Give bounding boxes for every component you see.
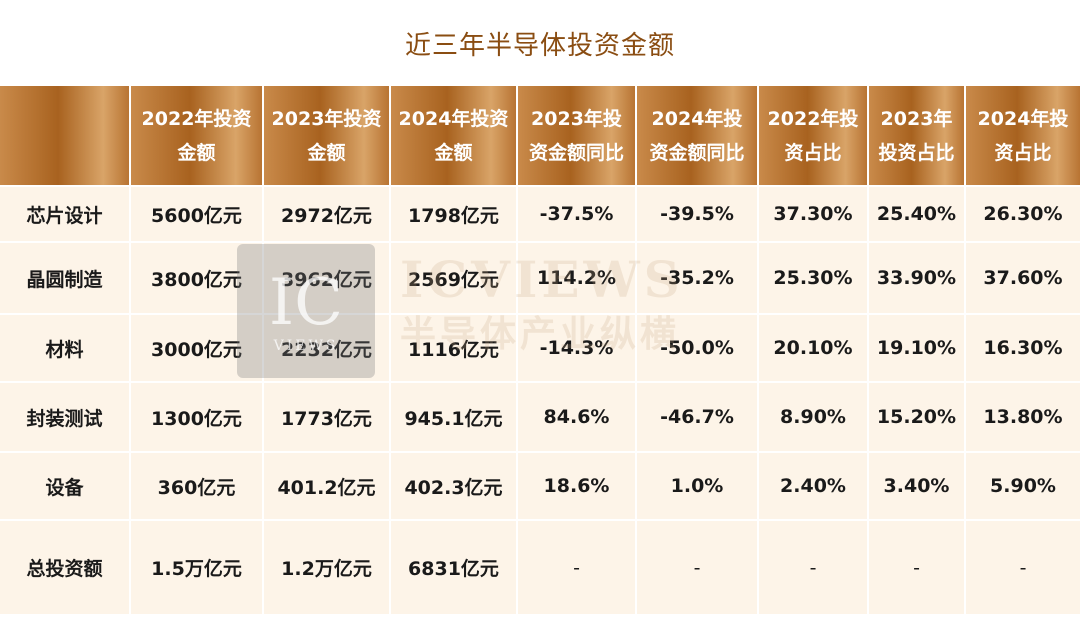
- header-line: 资占比: [784, 141, 842, 164]
- header-line: 资金额同比: [528, 141, 624, 164]
- cell-amount-2022: 1300亿元: [129, 381, 263, 452]
- cell-amount-2022: 3000亿元: [129, 313, 263, 382]
- header-2023-yoy: 2023年投 资金额同比: [516, 86, 636, 186]
- cell-share-2024: 26.30%: [964, 185, 1080, 242]
- header-2022-share: 2022年投 资占比: [757, 86, 868, 186]
- cell-amount-2023: 1.2万亿元: [262, 519, 390, 614]
- cell-share-2022: 37.30%: [757, 185, 868, 242]
- cell-share-2022: 25.30%: [757, 241, 868, 314]
- cell-yoy-2023: 114.2%: [516, 241, 636, 314]
- row-packaging-test: 封装测试 1300亿元 1773亿元 945.1亿元 84.6% -46.7% 8.90% 1…: [0, 381, 1080, 452]
- row-wafer-fab: 晶圆制造 3800亿元 3962亿元 2569亿元 114.2% -35.2% 25.30%…: [0, 241, 1080, 314]
- cell-amount-2023: 1773亿元: [262, 381, 390, 452]
- cell-yoy-2023: -37.5%: [516, 185, 636, 242]
- header-line: 资占比: [994, 141, 1052, 164]
- cell-category: 晶圆制造: [0, 241, 130, 314]
- header-line: 2023年投资: [271, 107, 382, 130]
- cell-amount-2023: 3962亿元: [262, 241, 390, 314]
- investment-table: 2022年投资 金额 2023年投资 金额 2024年投资 金额 2023年投 资金额同…: [0, 86, 1080, 614]
- header-2023-share: 2023年投资占比: [867, 86, 965, 186]
- cell-amount-2022: 5600亿元: [129, 185, 263, 242]
- header-line: 资金额同比: [649, 141, 745, 164]
- cell-share-2024: 37.60%: [964, 241, 1080, 314]
- cell-yoy-2023: 18.6%: [516, 451, 636, 520]
- cell-yoy-2024: -50.0%: [635, 313, 758, 382]
- cell-yoy-2023: -14.3%: [516, 313, 636, 382]
- cell-yoy-2024: 1.0%: [635, 451, 758, 520]
- cell-share-2022: -: [757, 519, 868, 614]
- header-line: 投资占比: [878, 141, 955, 164]
- header-line: 2022年投: [767, 107, 859, 130]
- header-2023-amount: 2023年投资 金额: [262, 86, 390, 186]
- cell-yoy-2024: -46.7%: [635, 381, 758, 452]
- cell-share-2023: 25.40%: [867, 185, 965, 242]
- cell-share-2023: 15.20%: [867, 381, 965, 452]
- page-title: 近三年半导体投资金额: [0, 0, 1080, 86]
- cell-share-2024: -: [964, 519, 1080, 614]
- cell-yoy-2024: -39.5%: [635, 185, 758, 242]
- cell-amount-2024: 6831亿元: [389, 519, 517, 614]
- table-header-row: 2022年投资 金额 2023年投资 金额 2024年投资 金额 2023年投 资金额同…: [0, 86, 1080, 186]
- header-2022-amount: 2022年投资 金额: [129, 86, 263, 186]
- header-line: 金额: [177, 141, 216, 164]
- header-corner: [0, 86, 130, 186]
- cell-share-2024: 5.90%: [964, 451, 1080, 520]
- cell-category: 材料: [0, 313, 130, 382]
- header-line: 2022年投资: [141, 107, 252, 130]
- header-line: 2024年投: [977, 107, 1069, 130]
- cell-category: 封装测试: [0, 381, 130, 452]
- cell-share-2022: 2.40%: [757, 451, 868, 520]
- header-line: 2024年投资: [398, 107, 509, 130]
- header-line: 2023年投: [531, 107, 622, 130]
- cell-share-2023: 19.10%: [867, 313, 965, 382]
- cell-amount-2024: 1116亿元: [389, 313, 517, 382]
- cell-amount-2022: 360亿元: [129, 451, 263, 520]
- cell-category: 芯片设计: [0, 185, 130, 242]
- row-chip-design: 芯片设计 5600亿元 2972亿元 1798亿元 -37.5% -39.5% 37.30%…: [0, 185, 1080, 242]
- header-line: 2023年: [880, 107, 953, 130]
- row-materials: 材料 3000亿元 2232亿元 1116亿元 -14.3% -50.0% 20.10% 19…: [0, 313, 1080, 382]
- row-equipment: 设备 360亿元 401.2亿元 402.3亿元 18.6% 1.0% 2.40% 3.40%…: [0, 451, 1080, 520]
- cell-amount-2023: 2232亿元: [262, 313, 390, 382]
- cell-yoy-2024: -: [635, 519, 758, 614]
- cell-amount-2023: 2972亿元: [262, 185, 390, 242]
- header-2024-share: 2024年投 资占比: [964, 86, 1080, 186]
- cell-share-2022: 20.10%: [757, 313, 868, 382]
- header-2024-amount: 2024年投资 金额: [389, 86, 517, 186]
- cell-yoy-2023: 84.6%: [516, 381, 636, 452]
- cell-amount-2023: 401.2亿元: [262, 451, 390, 520]
- cell-category: 总投资额: [0, 519, 130, 614]
- header-line: 金额: [307, 141, 346, 164]
- cell-share-2024: 16.30%: [964, 313, 1080, 382]
- table-body: 芯片设计 5600亿元 2972亿元 1798亿元 -37.5% -39.5% 37.30%…: [0, 185, 1080, 614]
- cell-amount-2024: 1798亿元: [389, 185, 517, 242]
- cell-amount-2024: 2569亿元: [389, 241, 517, 314]
- cell-yoy-2024: -35.2%: [635, 241, 758, 314]
- header-line: 金额: [434, 141, 473, 164]
- cell-amount-2022: 1.5万亿元: [129, 519, 263, 614]
- cell-share-2023: 3.40%: [867, 451, 965, 520]
- cell-share-2023: -: [867, 519, 965, 614]
- cell-share-2022: 8.90%: [757, 381, 868, 452]
- cell-amount-2022: 3800亿元: [129, 241, 263, 314]
- cell-category: 设备: [0, 451, 130, 520]
- cell-yoy-2023: -: [516, 519, 636, 614]
- cell-share-2023: 33.90%: [867, 241, 965, 314]
- cell-share-2024: 13.80%: [964, 381, 1080, 452]
- row-total: 总投资额 1.5万亿元 1.2万亿元 6831亿元 - - - - -: [0, 519, 1080, 614]
- cell-amount-2024: 402.3亿元: [389, 451, 517, 520]
- cell-amount-2024: 945.1亿元: [389, 381, 517, 452]
- header-2024-yoy: 2024年投 资金额同比: [635, 86, 758, 186]
- header-line: 2024年投: [651, 107, 743, 130]
